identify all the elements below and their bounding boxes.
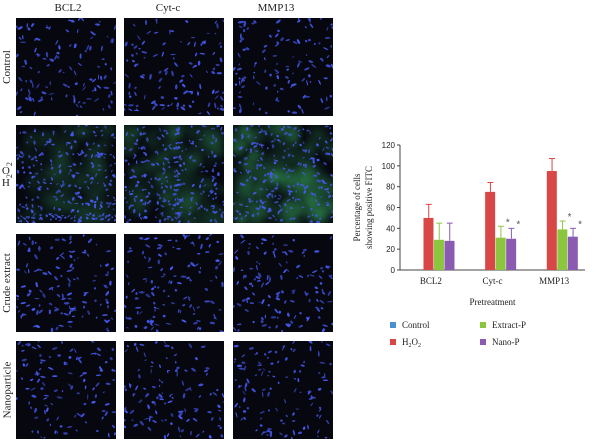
significance-mmp13-extract-p: * — [568, 212, 572, 223]
legend-label-1: Extract-P — [492, 320, 526, 330]
micrograph-crude-extract-mmp13 — [233, 234, 333, 332]
legend-swatch-2 — [390, 339, 396, 345]
bar-mmp13-extract-p — [557, 229, 568, 270]
micrograph-h2o2-bcl2 — [16, 125, 116, 223]
bar-bcl2-nano-p — [444, 240, 455, 270]
significance-cyt-c-nano-p: * — [516, 219, 520, 230]
micrograph-h2o2-cyt-c — [124, 125, 224, 223]
micrograph-control-mmp13 — [233, 18, 333, 116]
x-tick-label-mmp13: MMP13 — [539, 276, 570, 286]
row-label-nanoparticle: Nanoparticle — [0, 341, 14, 439]
bar-bcl2-h2o2 — [423, 217, 434, 270]
micrograph-nanoparticle-bcl2 — [16, 341, 116, 439]
significance-mmp13-nano-p: * — [578, 219, 582, 230]
significance-cyt-c-extract-p: * — [506, 217, 510, 228]
row-label-control: Control — [0, 18, 14, 116]
row-label-crude-extract-text: Crude extract — [1, 253, 13, 313]
micrograph-crude-extract-cyt-c — [124, 234, 224, 332]
y-tick-label-0: 0 — [391, 266, 396, 275]
legend-swatch-3 — [480, 339, 486, 345]
row-label-h2o2-text: H2O2 — [1, 162, 15, 188]
micrograph-control-cyt-c — [124, 18, 224, 116]
bar-bcl2-extract-p — [433, 239, 444, 270]
x-tick-label-cyt-c: Cyt-c — [483, 276, 503, 286]
y-tick-label-100: 100 — [382, 162, 396, 171]
micrograph-h2o2-mmp13 — [233, 125, 333, 223]
micrograph-control-bcl2 — [16, 18, 116, 116]
y-tick-label-120: 120 — [382, 141, 396, 150]
row-label-h2o2: H2O2 — [0, 125, 14, 223]
column-header-mmp13: MMP13 — [257, 2, 295, 14]
micrograph-nanoparticle-cyt-c — [124, 341, 224, 439]
micrograph-nanoparticle-mmp13 — [233, 341, 333, 439]
bar-mmp13-nano-p — [567, 236, 578, 270]
y-tick-label-80: 80 — [386, 183, 395, 192]
y-tick-label-20: 20 — [386, 245, 395, 254]
row-label-control-text: Control — [1, 50, 13, 84]
x-axis-label: Pretreatment — [470, 297, 516, 307]
legend-label-2: H2O2 — [402, 337, 421, 349]
y-tick-label-60: 60 — [386, 204, 395, 213]
row-label-crude-extract: Crude extract — [0, 234, 14, 332]
micrograph-crude-extract-bcl2 — [16, 234, 116, 332]
legend-label-3: Nano-P — [492, 337, 520, 347]
y-axis-label-line1: Percentage of cells — [352, 173, 362, 241]
bar-cyt-c-h2o2 — [485, 191, 496, 270]
legend-swatch-0 — [390, 322, 396, 328]
row-label-nanoparticle-text: Nanoparticle — [1, 361, 13, 419]
legend-swatch-1 — [480, 322, 486, 328]
column-header-cytc: Cyt-c — [155, 2, 181, 14]
y-tick-label-40: 40 — [386, 224, 395, 233]
bar-cyt-c-nano-p — [506, 238, 517, 270]
x-tick-label-bcl2: BCL2 — [420, 276, 442, 286]
y-axis-label-line2: showing positive FITC — [364, 166, 374, 249]
legend-label-0: Control — [402, 320, 430, 330]
column-header-bcl2: BCL2 — [54, 2, 82, 14]
bar-mmp13-h2o2 — [546, 171, 557, 270]
bar-cyt-c-extract-p — [495, 237, 506, 270]
fitc-bar-chart: 0 20 40 60 80 100 120 Percentage of cells showin… — [352, 141, 585, 349]
